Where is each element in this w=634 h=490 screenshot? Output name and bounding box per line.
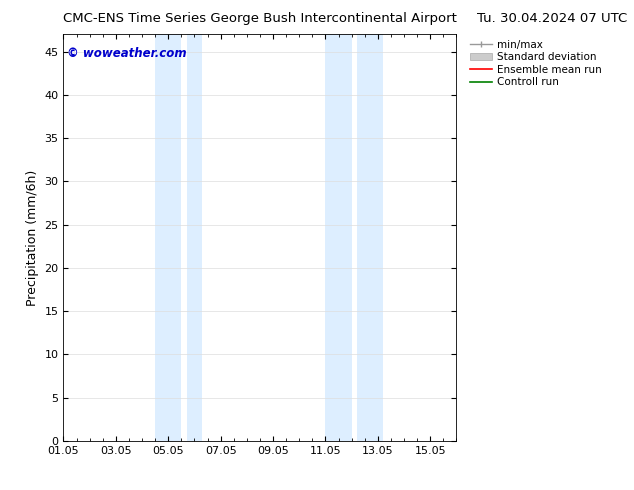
Bar <box>155 34 181 441</box>
Text: © woweather.com: © woweather.com <box>67 47 187 59</box>
Y-axis label: Precipitation (mm/6h): Precipitation (mm/6h) <box>26 170 39 306</box>
Bar <box>325 34 352 441</box>
Bar <box>357 34 383 441</box>
Legend: min/max, Standard deviation, Ensemble mean run, Controll run: min/max, Standard deviation, Ensemble me… <box>470 40 602 87</box>
Text: CMC-ENS Time Series George Bush Intercontinental Airport: CMC-ENS Time Series George Bush Intercon… <box>63 12 457 25</box>
Text: Tu. 30.04.2024 07 UTC: Tu. 30.04.2024 07 UTC <box>477 12 628 25</box>
Bar <box>186 34 202 441</box>
